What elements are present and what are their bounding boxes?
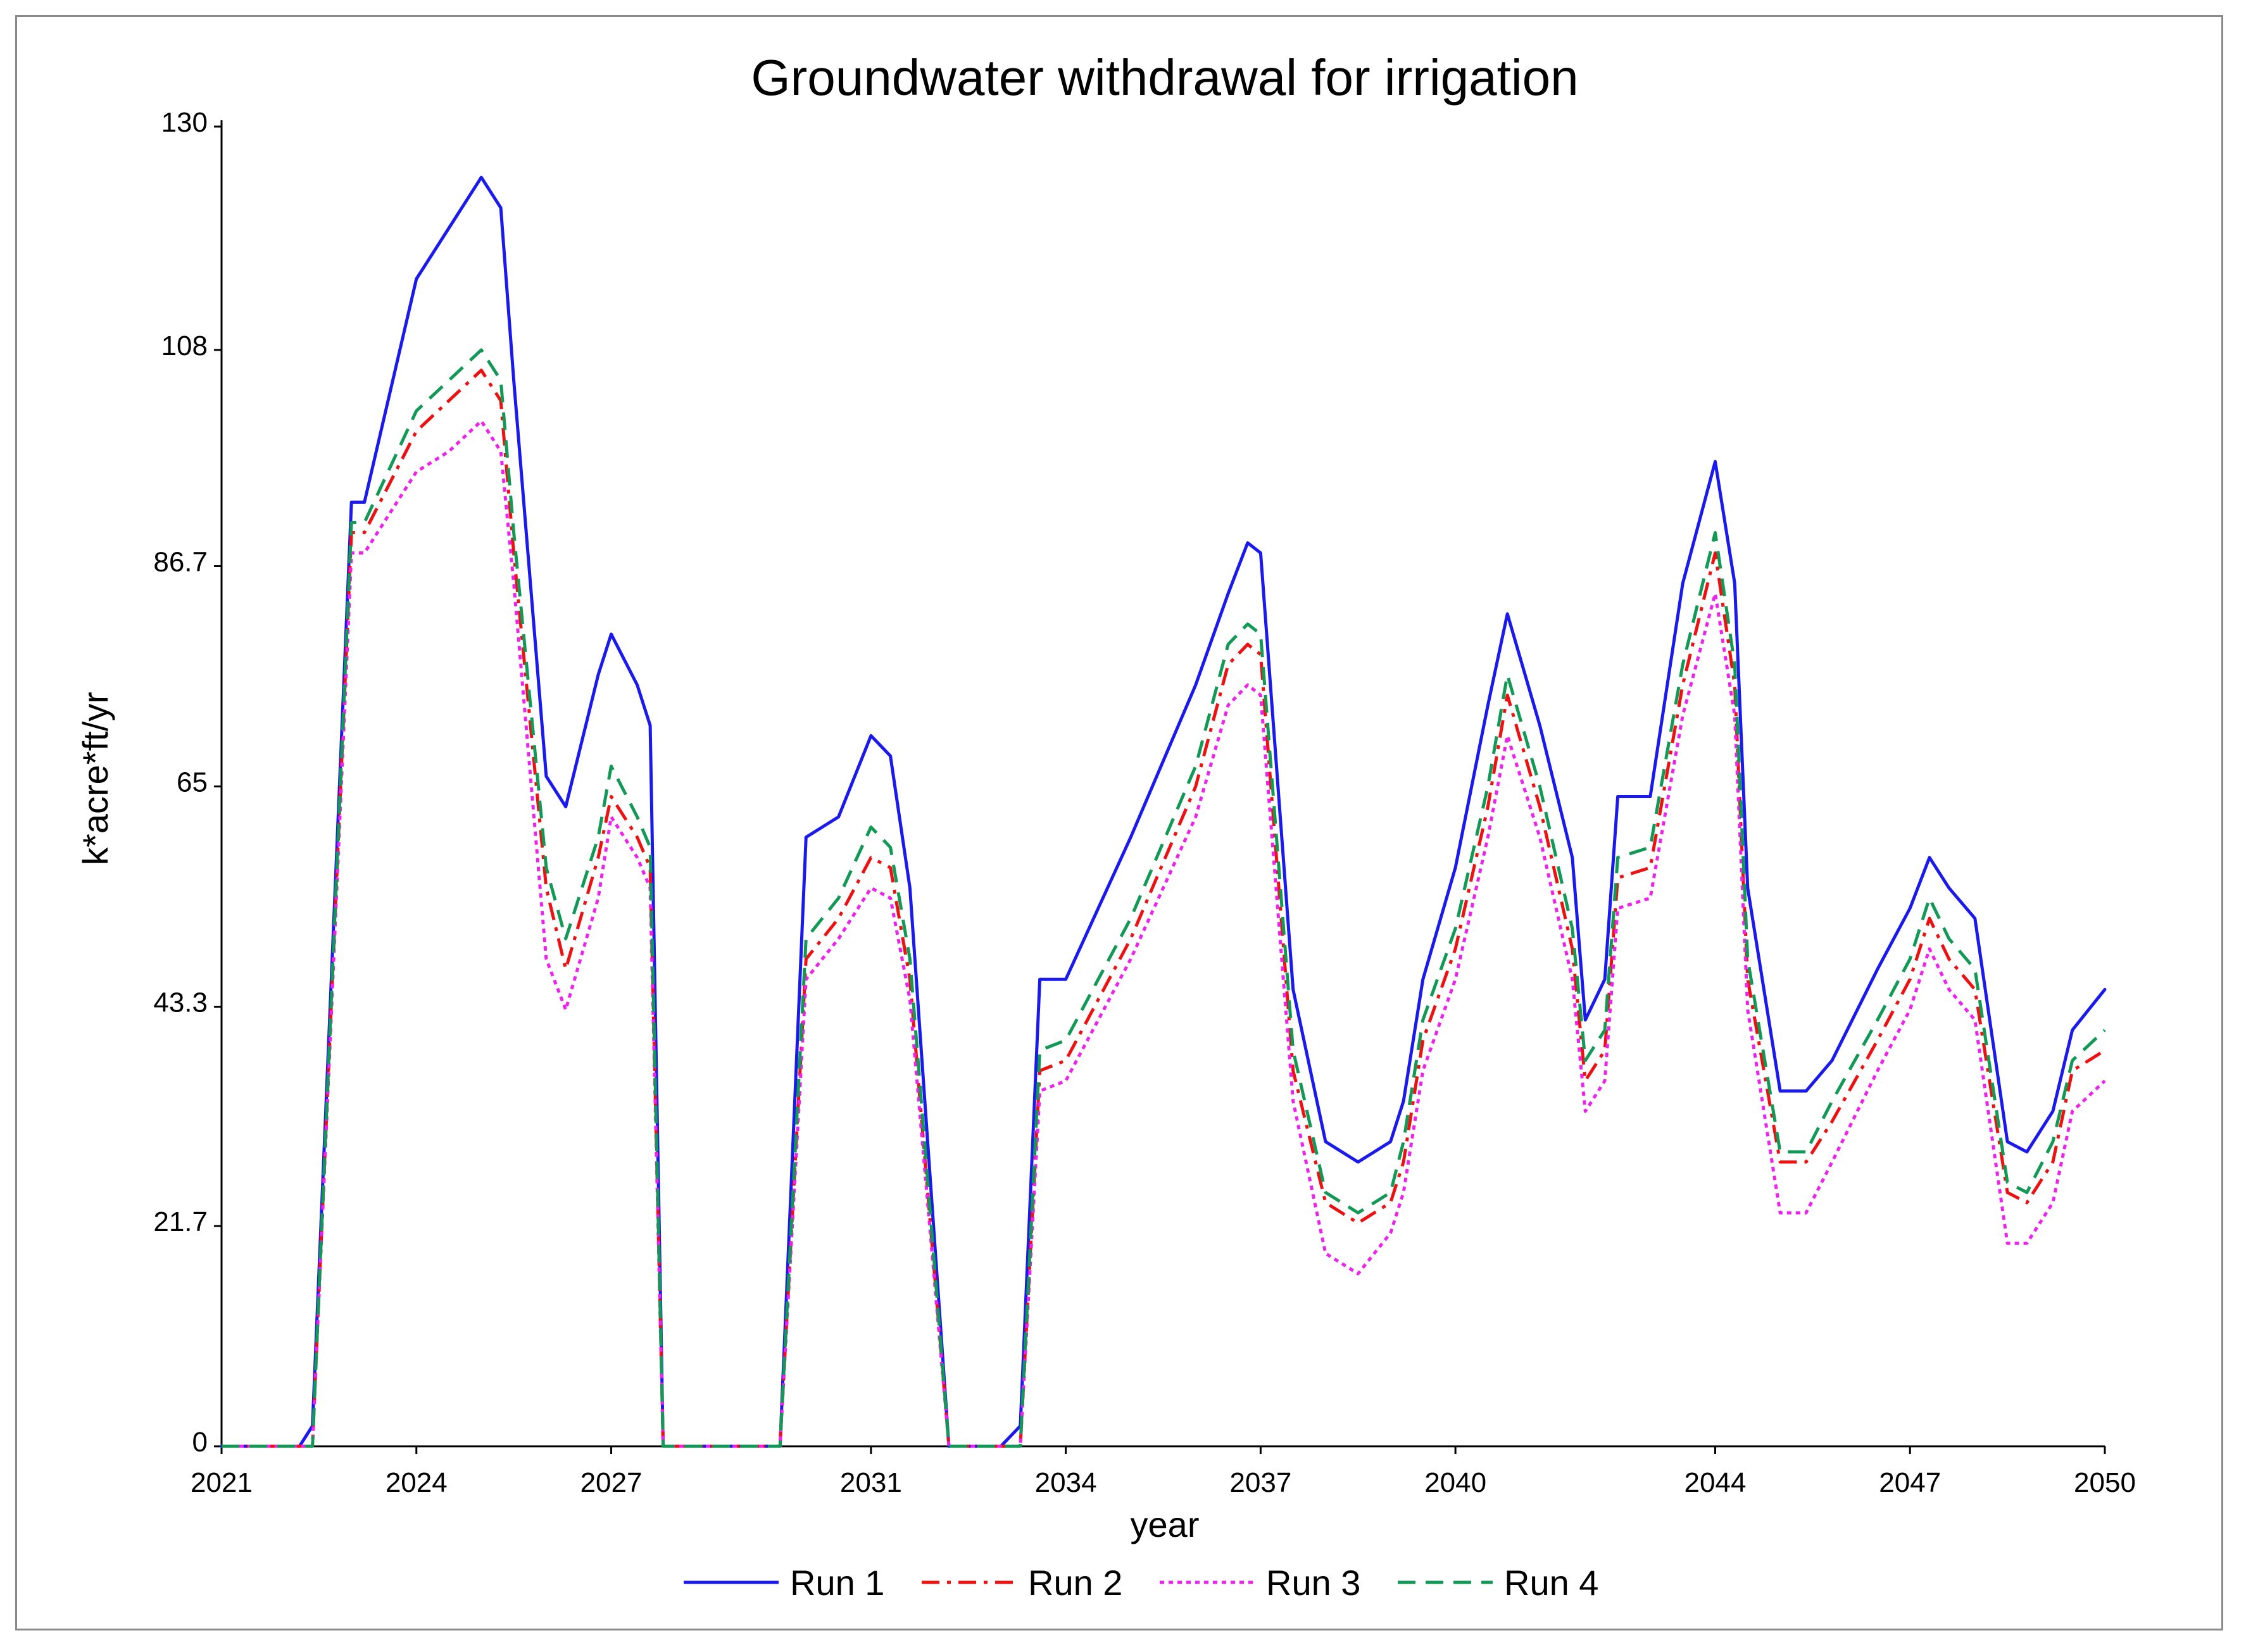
y-tick-label: 130: [161, 107, 208, 138]
legend-label-3: Run 3: [1266, 1563, 1360, 1603]
x-tick-label: 2037: [1229, 1467, 1291, 1498]
legend-label-1: Run 1: [790, 1563, 884, 1603]
x-tick-label: 2021: [191, 1467, 253, 1498]
series-line-1: [220, 175, 2107, 1448]
x-tick-label: 2040: [1424, 1467, 1486, 1498]
chart-title: Groundwater withdrawal for irrigation: [751, 49, 1578, 106]
y-tick-label: 108: [161, 330, 208, 361]
legend: Run 1 Run 2 Run 3 Run 4: [684, 1563, 1598, 1603]
series-line-2: [222, 368, 2106, 1448]
y-tick-label: 43.3: [153, 987, 208, 1018]
x-tick-label: 2050: [2074, 1467, 2136, 1498]
x-axis-label: year: [1131, 1505, 1200, 1544]
x-tick-label: 2044: [1684, 1467, 1747, 1498]
x-tick-label: 2031: [840, 1467, 902, 1498]
series-line-4: [222, 348, 2106, 1448]
y-tick-label: 65: [177, 767, 208, 798]
x-tick-label: 2047: [1879, 1467, 1941, 1498]
y-tick-label: 86.7: [153, 546, 208, 577]
y-tick-label: 21.7: [153, 1206, 208, 1237]
x-tick-label: 2024: [386, 1467, 448, 1498]
legend-label-2: Run 2: [1028, 1563, 1122, 1603]
plot-area: 0 21.7 43.3 65 86.7 108 130 2021 2024 2027 2031 203…: [153, 107, 2136, 1498]
y-axis-label: k*acre*ft/yr: [75, 692, 115, 865]
chart-frame: [15, 15, 2223, 1630]
x-tick-label: 2027: [580, 1467, 643, 1498]
x-tick-label: 2034: [1035, 1467, 1097, 1498]
y-tick-label: 0: [192, 1427, 208, 1458]
legend-label-4: Run 4: [1504, 1563, 1598, 1603]
series-line-3: [222, 419, 2106, 1448]
